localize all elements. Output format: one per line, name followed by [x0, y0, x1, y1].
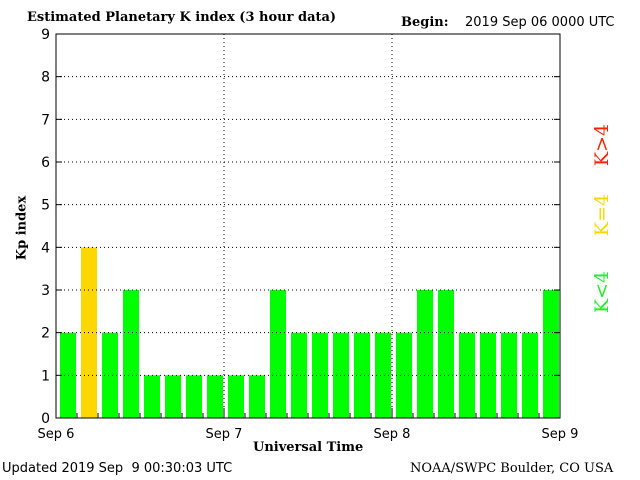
bar-10 — [270, 290, 286, 418]
legend-k-equal-4: K=4 — [591, 193, 613, 237]
bar-23 — [543, 290, 559, 418]
x-axis-label: Universal Time — [253, 440, 364, 455]
bar-15 — [375, 332, 391, 418]
y-axis-label: Kp index — [14, 195, 30, 261]
bar-2 — [102, 332, 118, 418]
bar-17 — [417, 290, 433, 418]
y-tick-label-9: 9 — [41, 27, 50, 43]
y-tick-label-7: 7 — [41, 112, 50, 128]
y-tick-label-2: 2 — [41, 326, 50, 342]
bar-22 — [522, 332, 538, 418]
bar-14 — [354, 332, 370, 418]
y-tick-label-5: 5 — [41, 198, 50, 214]
bar-5 — [165, 375, 181, 418]
legend-k-less-4: K<4 — [591, 270, 613, 314]
bar-19 — [459, 332, 475, 418]
y-tick-label-6: 6 — [41, 155, 50, 171]
x-tick-label-1: Sep 7 — [206, 427, 243, 442]
bar-6 — [186, 375, 202, 418]
updated-timestamp: Updated 2019 Sep 9 00:30:03 UTC — [2, 461, 233, 476]
y-tick-label-0: 0 — [41, 411, 50, 427]
x-tick-label-3: Sep 9 — [542, 427, 579, 442]
x-tick-label-0: Sep 6 — [38, 427, 75, 442]
x-tick-label-2: Sep 8 — [374, 427, 411, 442]
bar-9 — [249, 375, 265, 418]
y-tick-label-8: 8 — [41, 70, 50, 86]
bar-11 — [291, 332, 307, 418]
begin-label: Begin: — [401, 15, 449, 30]
bar-7 — [207, 375, 223, 418]
bar-8 — [228, 375, 244, 418]
bar-3 — [123, 290, 139, 418]
chart-title: Estimated Planetary K index (3 hour data… — [27, 10, 337, 25]
y-tick-label-1: 1 — [41, 368, 50, 384]
bar-4 — [144, 375, 160, 418]
legend-k-greater-4: K>4 — [591, 123, 613, 167]
y-tick-label-3: 3 — [41, 283, 50, 299]
credit-text: NOAA/SWPC Boulder, CO USA — [410, 461, 614, 476]
y-tick-label-4: 4 — [41, 240, 50, 256]
begin-value: 2019 Sep 06 0000 UTC — [465, 15, 615, 30]
bar-18 — [438, 290, 454, 418]
